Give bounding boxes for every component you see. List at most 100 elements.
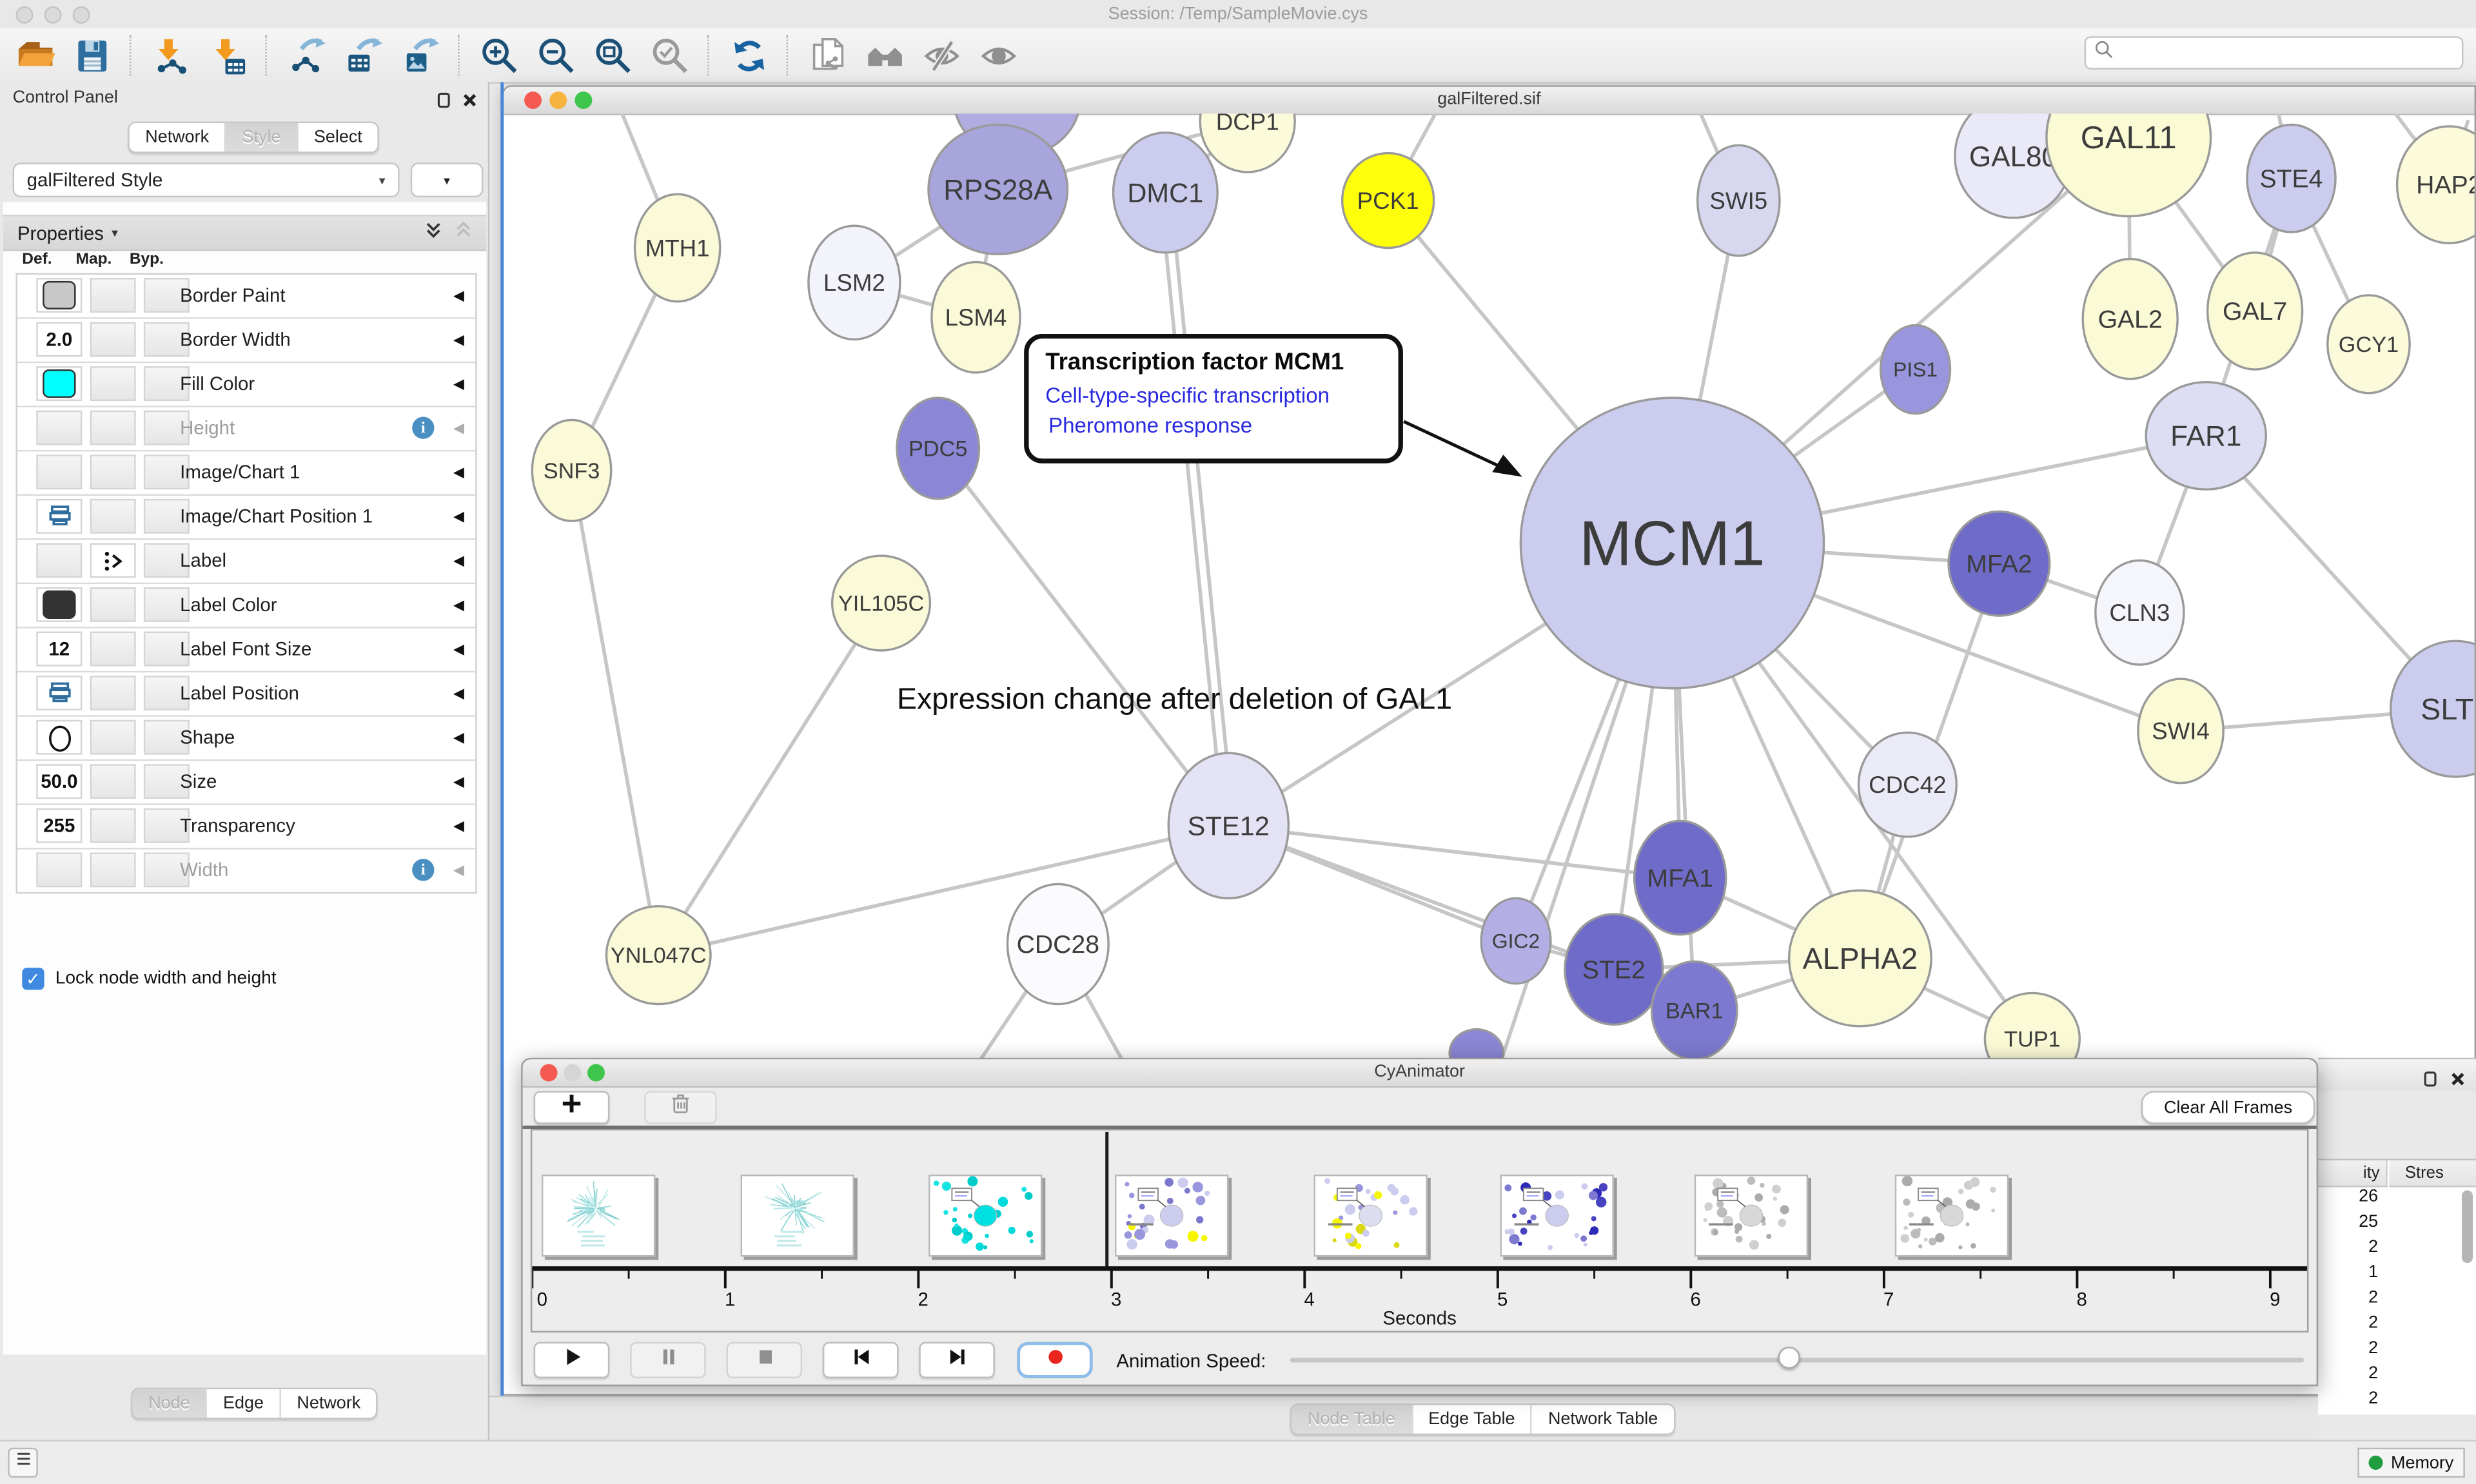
network-node-STE12[interactable]: STE12: [1167, 752, 1290, 900]
network-node-HAP2[interactable]: HAP2: [2395, 125, 2475, 244]
property-map-cell[interactable]: [90, 366, 136, 402]
window-zoom-icon[interactable]: [72, 6, 90, 24]
checkbox-checked-icon[interactable]: ✓: [22, 968, 44, 990]
export-table-button[interactable]: [340, 32, 387, 79]
annotation-box[interactable]: Transcription factor MCM1 Cell-type-spec…: [1024, 333, 1522, 477]
table-column-header[interactable]: ity: [2318, 1160, 2388, 1187]
network-node-MTH1[interactable]: MTH1: [633, 193, 722, 303]
frame-thumbnail-7[interactable]: [1694, 1175, 1809, 1257]
property-map-cell[interactable]: [90, 808, 136, 843]
property-map-cell[interactable]: [90, 676, 136, 711]
stop-button[interactable]: [726, 1342, 803, 1378]
network-node-FAR1[interactable]: FAR1: [2145, 380, 2268, 491]
expand-property-icon[interactable]: ◀: [453, 685, 465, 701]
property-def-cell[interactable]: [36, 366, 83, 402]
tab-network-style[interactable]: Network: [280, 1389, 377, 1418]
style-options-button[interactable]: ▾: [410, 162, 484, 198]
network-node-PCK1[interactable]: PCK1: [1341, 151, 1435, 249]
timeline-playhead[interactable]: [1105, 1131, 1108, 1269]
property-byp-cell[interactable]: [143, 498, 190, 534]
property-byp-cell[interactable]: [143, 366, 190, 402]
network-node-GAL80[interactable]: GAL80: [1954, 113, 2073, 219]
network-node-GAL7[interactable]: GAL7: [2206, 251, 2304, 371]
window-minimize-icon[interactable]: [44, 6, 62, 24]
property-row-label[interactable]: Label ◀: [17, 540, 476, 585]
float-panel-icon[interactable]: [2422, 1068, 2440, 1096]
window-close-icon[interactable]: [524, 92, 542, 109]
property-def-cell[interactable]: 255: [36, 808, 83, 843]
network-node-GCY1[interactable]: GCY1: [2326, 294, 2411, 395]
property-def-cell[interactable]: 2.0: [36, 322, 83, 357]
network-node-MCM1[interactable]: MCM1: [1519, 396, 1825, 690]
expand-property-icon[interactable]: ◀: [453, 862, 465, 878]
first-neighbors-button[interactable]: [861, 32, 908, 79]
network-canvas[interactable]: DCP1 RPS28A DMC1 PCK1 MTH1 LSM2 LSM4 SWI5 GAL80 G…: [504, 113, 2475, 1394]
table-row[interactable]: 26: [2359, 1187, 2379, 1207]
expand-all-icon[interactable]: [423, 219, 444, 247]
collapse-all-icon[interactable]: [453, 219, 474, 247]
frame-thumbnail-1[interactable]: [542, 1175, 656, 1257]
expand-property-icon[interactable]: ◀: [453, 508, 465, 525]
property-map-cell[interactable]: [90, 631, 136, 667]
apply-layout-button[interactable]: [725, 32, 772, 79]
property-def-cell[interactable]: 50.0: [36, 764, 83, 799]
import-table-button[interactable]: [204, 32, 251, 79]
property-byp-cell[interactable]: [143, 454, 190, 490]
network-node-YNL047C[interactable]: YNL047C: [605, 905, 712, 1006]
property-def-cell[interactable]: [36, 719, 83, 755]
property-byp-cell[interactable]: [143, 410, 190, 445]
property-byp-cell[interactable]: [143, 852, 190, 888]
property-row-image-chart-1[interactable]: Image/Chart 1 ◀: [17, 451, 476, 496]
property-byp-cell[interactable]: [143, 631, 190, 667]
network-node-GAL2[interactable]: GAL2: [2081, 257, 2179, 380]
export-image-button[interactable]: [397, 32, 444, 79]
zoom-in-button[interactable]: [475, 32, 522, 79]
hide-selected-button[interactable]: [918, 32, 965, 79]
tab-edge[interactable]: Edge: [207, 1389, 281, 1418]
frame-thumbnail-3[interactable]: [928, 1175, 1043, 1257]
property-row-label-font-size[interactable]: 12 Label Font Size ◀: [17, 628, 476, 673]
style-selector[interactable]: galFiltered Style ▾: [12, 162, 400, 198]
table-row[interactable]: 2: [2368, 1313, 2379, 1333]
table-row[interactable]: 25: [2359, 1212, 2379, 1232]
network-note[interactable]: Expression change after deletion of GAL1: [897, 682, 1452, 716]
window-minimize-icon[interactable]: [549, 92, 567, 109]
network-edge[interactable]: [658, 824, 1229, 957]
import-network-button[interactable]: [147, 32, 194, 79]
network-node-PIS1[interactable]: PIS1: [1880, 324, 1952, 415]
network-node-BAR1[interactable]: BAR1: [1650, 960, 1738, 1060]
property-row-fill-color[interactable]: Fill Color ◀: [17, 363, 476, 407]
tab-select[interactable]: Select: [298, 123, 378, 152]
property-row-height[interactable]: Height i ◀: [17, 407, 476, 452]
network-node-YIL105C[interactable]: YIL105C: [830, 554, 932, 652]
table-row[interactable]: 2: [2368, 1389, 2379, 1409]
property-byp-cell[interactable]: [143, 278, 190, 313]
tab-network-table[interactable]: Network Table: [1532, 1405, 1674, 1434]
record-button[interactable]: [1017, 1342, 1093, 1378]
network-node-SLT2[interactable]: SLT2: [2390, 639, 2475, 778]
search-box[interactable]: [2084, 36, 2464, 70]
tab-network[interactable]: Network: [129, 123, 227, 152]
tab-edge-table[interactable]: Edge Table: [1412, 1405, 1533, 1434]
network-edge[interactable]: [656, 602, 883, 957]
property-row-image-chart-position-1[interactable]: Image/Chart Position 1 ◀: [17, 495, 476, 540]
network-edge[interactable]: [1158, 193, 1226, 826]
delete-frame-button[interactable]: [644, 1091, 717, 1124]
expand-property-icon[interactable]: ◀: [453, 331, 465, 347]
network-node-STE4[interactable]: STE4: [2246, 123, 2337, 233]
table-row[interactable]: 1: [2368, 1263, 2379, 1282]
info-icon[interactable]: i: [412, 859, 435, 881]
property-def-cell[interactable]: 12: [36, 631, 83, 667]
property-byp-cell[interactable]: [143, 719, 190, 755]
network-edge[interactable]: [936, 447, 1230, 827]
network-node-DCP1[interactable]: DCP1: [1199, 113, 1296, 173]
lock-size-row[interactable]: ✓ Lock node width and height: [22, 968, 277, 990]
network-node-LSM2[interactable]: LSM2: [807, 224, 901, 341]
property-def-cell[interactable]: [36, 676, 83, 711]
property-map-cell[interactable]: [90, 454, 136, 490]
expand-property-icon[interactable]: ◀: [453, 596, 465, 613]
property-def-cell[interactable]: [36, 852, 83, 888]
property-def-cell[interactable]: [36, 543, 83, 578]
window-minimize-icon[interactable]: [564, 1064, 582, 1082]
network-node-SWI5[interactable]: SWI5: [1696, 144, 1781, 257]
